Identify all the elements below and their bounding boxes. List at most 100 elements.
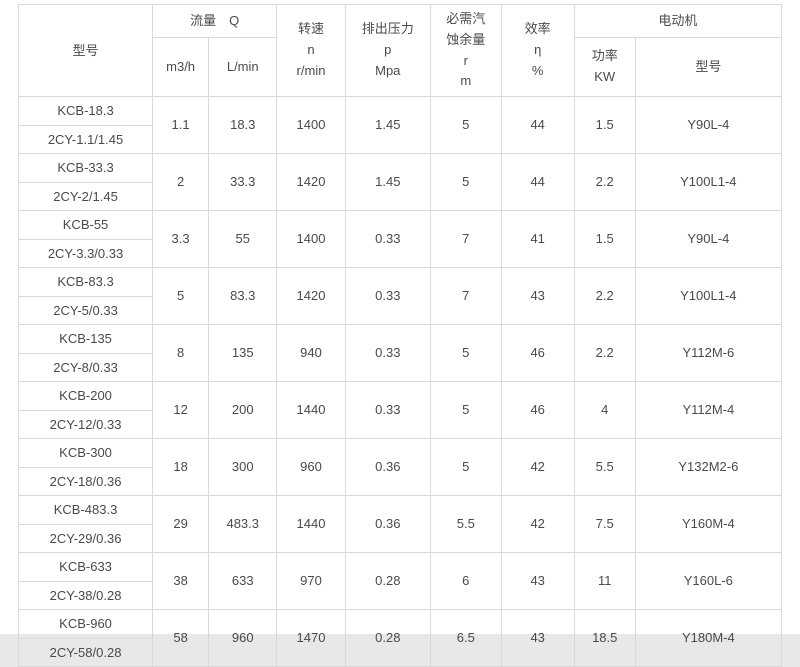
cell-power: 1.5 bbox=[574, 211, 635, 268]
hdr-flow-group: 流量 Q bbox=[153, 5, 277, 38]
cell-model: KCB-33.3 bbox=[19, 154, 153, 183]
cell-power: 5.5 bbox=[574, 439, 635, 496]
cell-rpm: 1440 bbox=[277, 382, 345, 439]
hdr-model: 型号 bbox=[19, 5, 153, 97]
cell-m3h: 12 bbox=[153, 382, 209, 439]
table-row: KCB-83.3583.314200.337432.2Y100L1-4 bbox=[19, 268, 782, 297]
hdr-lmin: L/min bbox=[209, 38, 277, 97]
cell-power: 1.5 bbox=[574, 97, 635, 154]
cell-lmin: 18.3 bbox=[209, 97, 277, 154]
cell-m3h: 1.1 bbox=[153, 97, 209, 154]
cell-power: 2.2 bbox=[574, 154, 635, 211]
cell-motor-model: Y90L-4 bbox=[635, 97, 781, 154]
table-row: KCB-300183009600.365425.5Y132M2-6 bbox=[19, 439, 782, 468]
cell-model: KCB-55 bbox=[19, 211, 153, 240]
cell-efficiency: 46 bbox=[501, 325, 574, 382]
cell-model: 2CY-1.1/1.45 bbox=[19, 125, 153, 154]
cell-pressure: 0.36 bbox=[345, 496, 430, 553]
table-row: KCB-2001220014400.335464Y112M-4 bbox=[19, 382, 782, 411]
cell-model: 2CY-8/0.33 bbox=[19, 353, 153, 382]
cell-npsh: 7 bbox=[430, 211, 501, 268]
cell-lmin: 633 bbox=[209, 553, 277, 610]
cell-lmin: 33.3 bbox=[209, 154, 277, 211]
cell-lmin: 200 bbox=[209, 382, 277, 439]
cell-m3h: 18 bbox=[153, 439, 209, 496]
hdr-motor-group: 电动机 bbox=[574, 5, 781, 38]
cell-power: 11 bbox=[574, 553, 635, 610]
cell-lmin: 483.3 bbox=[209, 496, 277, 553]
cell-lmin: 300 bbox=[209, 439, 277, 496]
cell-m3h: 38 bbox=[153, 553, 209, 610]
cell-rpm: 1420 bbox=[277, 154, 345, 211]
cell-m3h: 8 bbox=[153, 325, 209, 382]
cell-pressure: 0.33 bbox=[345, 211, 430, 268]
hdr-rpm: 转速nr/min bbox=[277, 5, 345, 97]
cell-rpm: 1400 bbox=[277, 97, 345, 154]
cell-model: KCB-300 bbox=[19, 439, 153, 468]
cell-rpm: 960 bbox=[277, 439, 345, 496]
hdr-power: 功率KW bbox=[574, 38, 635, 97]
spec-table: 型号 流量 Q 转速nr/min 排出压力pMpa 必需汽蚀余量rm 效率η% … bbox=[18, 4, 782, 667]
cell-lmin: 55 bbox=[209, 211, 277, 268]
cell-npsh: 5 bbox=[430, 439, 501, 496]
cell-motor-model: Y132M2-6 bbox=[635, 439, 781, 496]
cell-pressure: 0.33 bbox=[345, 268, 430, 325]
cell-motor-model: Y160L-6 bbox=[635, 553, 781, 610]
cell-motor-model: Y112M-4 bbox=[635, 382, 781, 439]
hdr-npsh: 必需汽蚀余量rm bbox=[430, 5, 501, 97]
cell-model: 2CY-58/0.28 bbox=[19, 638, 153, 667]
cell-rpm: 1420 bbox=[277, 268, 345, 325]
cell-pressure: 0.33 bbox=[345, 325, 430, 382]
cell-model: 2CY-18/0.36 bbox=[19, 467, 153, 496]
hdr-efficiency: 效率η% bbox=[501, 5, 574, 97]
cell-rpm: 1440 bbox=[277, 496, 345, 553]
cell-efficiency: 42 bbox=[501, 439, 574, 496]
cell-power: 2.2 bbox=[574, 325, 635, 382]
table-row: KCB-13581359400.335462.2Y112M-6 bbox=[19, 325, 782, 354]
cell-power: 7.5 bbox=[574, 496, 635, 553]
cell-efficiency: 44 bbox=[501, 97, 574, 154]
cell-power: 18.5 bbox=[574, 610, 635, 667]
cell-efficiency: 42 bbox=[501, 496, 574, 553]
cell-pressure: 0.28 bbox=[345, 610, 430, 667]
cell-motor-model: Y100L1-4 bbox=[635, 154, 781, 211]
cell-model: 2CY-12/0.33 bbox=[19, 410, 153, 439]
hdr-motor-model: 型号 bbox=[635, 38, 781, 97]
cell-pressure: 0.33 bbox=[345, 382, 430, 439]
cell-model: 2CY-29/0.36 bbox=[19, 524, 153, 553]
cell-motor-model: Y160M-4 bbox=[635, 496, 781, 553]
cell-pressure: 1.45 bbox=[345, 154, 430, 211]
cell-npsh: 7 bbox=[430, 268, 501, 325]
cell-rpm: 1470 bbox=[277, 610, 345, 667]
cell-npsh: 5.5 bbox=[430, 496, 501, 553]
cell-model: KCB-135 bbox=[19, 325, 153, 354]
cell-rpm: 1400 bbox=[277, 211, 345, 268]
cell-lmin: 83.3 bbox=[209, 268, 277, 325]
cell-power: 2.2 bbox=[574, 268, 635, 325]
cell-pressure: 0.36 bbox=[345, 439, 430, 496]
table-row: KCB-483.329483.314400.365.5427.5Y160M-4 bbox=[19, 496, 782, 525]
cell-m3h: 3.3 bbox=[153, 211, 209, 268]
cell-lmin: 135 bbox=[209, 325, 277, 382]
cell-pressure: 1.45 bbox=[345, 97, 430, 154]
cell-motor-model: Y112M-6 bbox=[635, 325, 781, 382]
cell-model: 2CY-3.3/0.33 bbox=[19, 239, 153, 268]
cell-m3h: 2 bbox=[153, 154, 209, 211]
cell-m3h: 58 bbox=[153, 610, 209, 667]
cell-m3h: 29 bbox=[153, 496, 209, 553]
table-header: 型号 流量 Q 转速nr/min 排出压力pMpa 必需汽蚀余量rm 效率η% … bbox=[19, 5, 782, 97]
cell-rpm: 940 bbox=[277, 325, 345, 382]
table-row: KCB-33.3233.314201.455442.2Y100L1-4 bbox=[19, 154, 782, 183]
cell-model: 2CY-5/0.33 bbox=[19, 296, 153, 325]
cell-model: 2CY-2/1.45 bbox=[19, 182, 153, 211]
cell-npsh: 5 bbox=[430, 154, 501, 211]
cell-efficiency: 44 bbox=[501, 154, 574, 211]
cell-efficiency: 43 bbox=[501, 610, 574, 667]
table-row: KCB-633386339700.2864311Y160L-6 bbox=[19, 553, 782, 582]
cell-npsh: 5 bbox=[430, 325, 501, 382]
cell-motor-model: Y180M-4 bbox=[635, 610, 781, 667]
cell-efficiency: 46 bbox=[501, 382, 574, 439]
cell-model: KCB-483.3 bbox=[19, 496, 153, 525]
table-row: KCB-18.31.118.314001.455441.5Y90L-4 bbox=[19, 97, 782, 126]
cell-efficiency: 43 bbox=[501, 553, 574, 610]
